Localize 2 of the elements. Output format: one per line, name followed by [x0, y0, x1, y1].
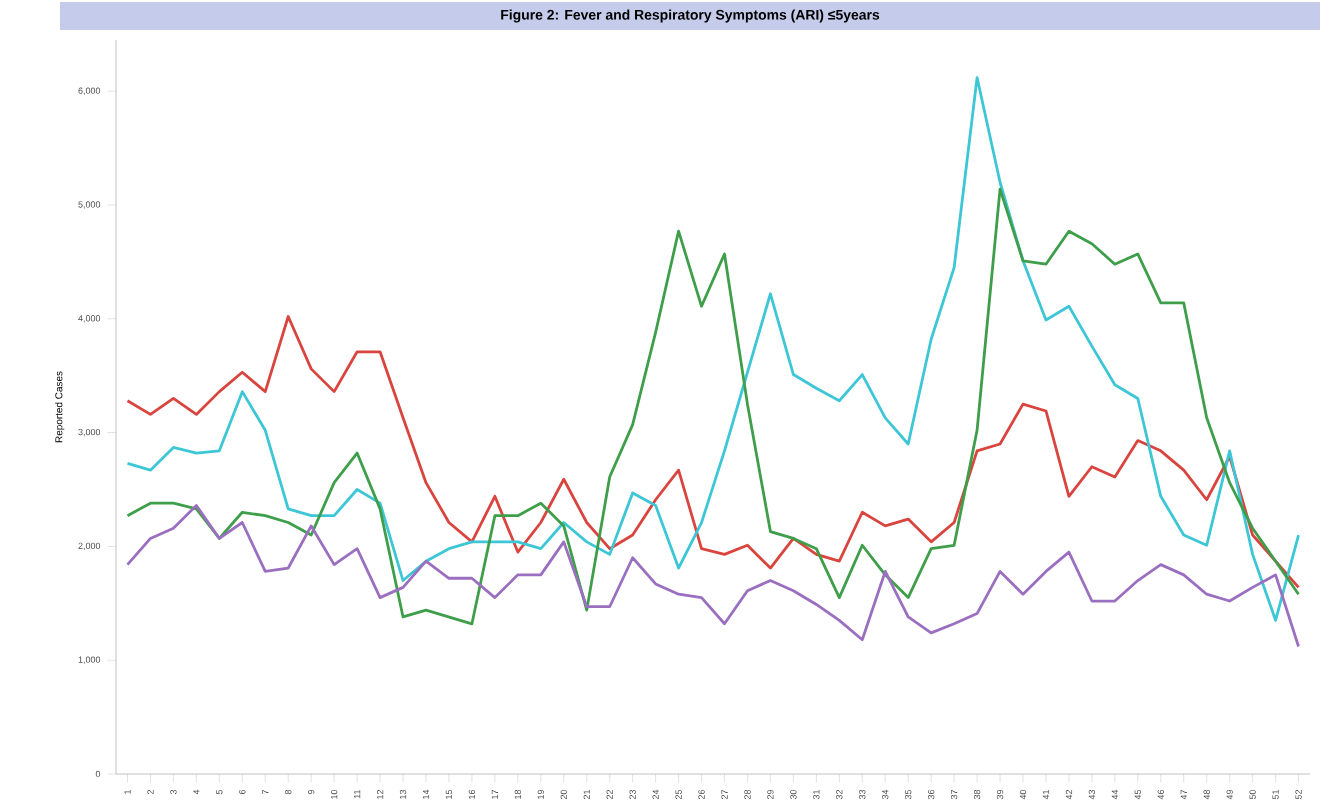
line-series	[126, 315, 1300, 589]
line-series	[126, 504, 1300, 648]
